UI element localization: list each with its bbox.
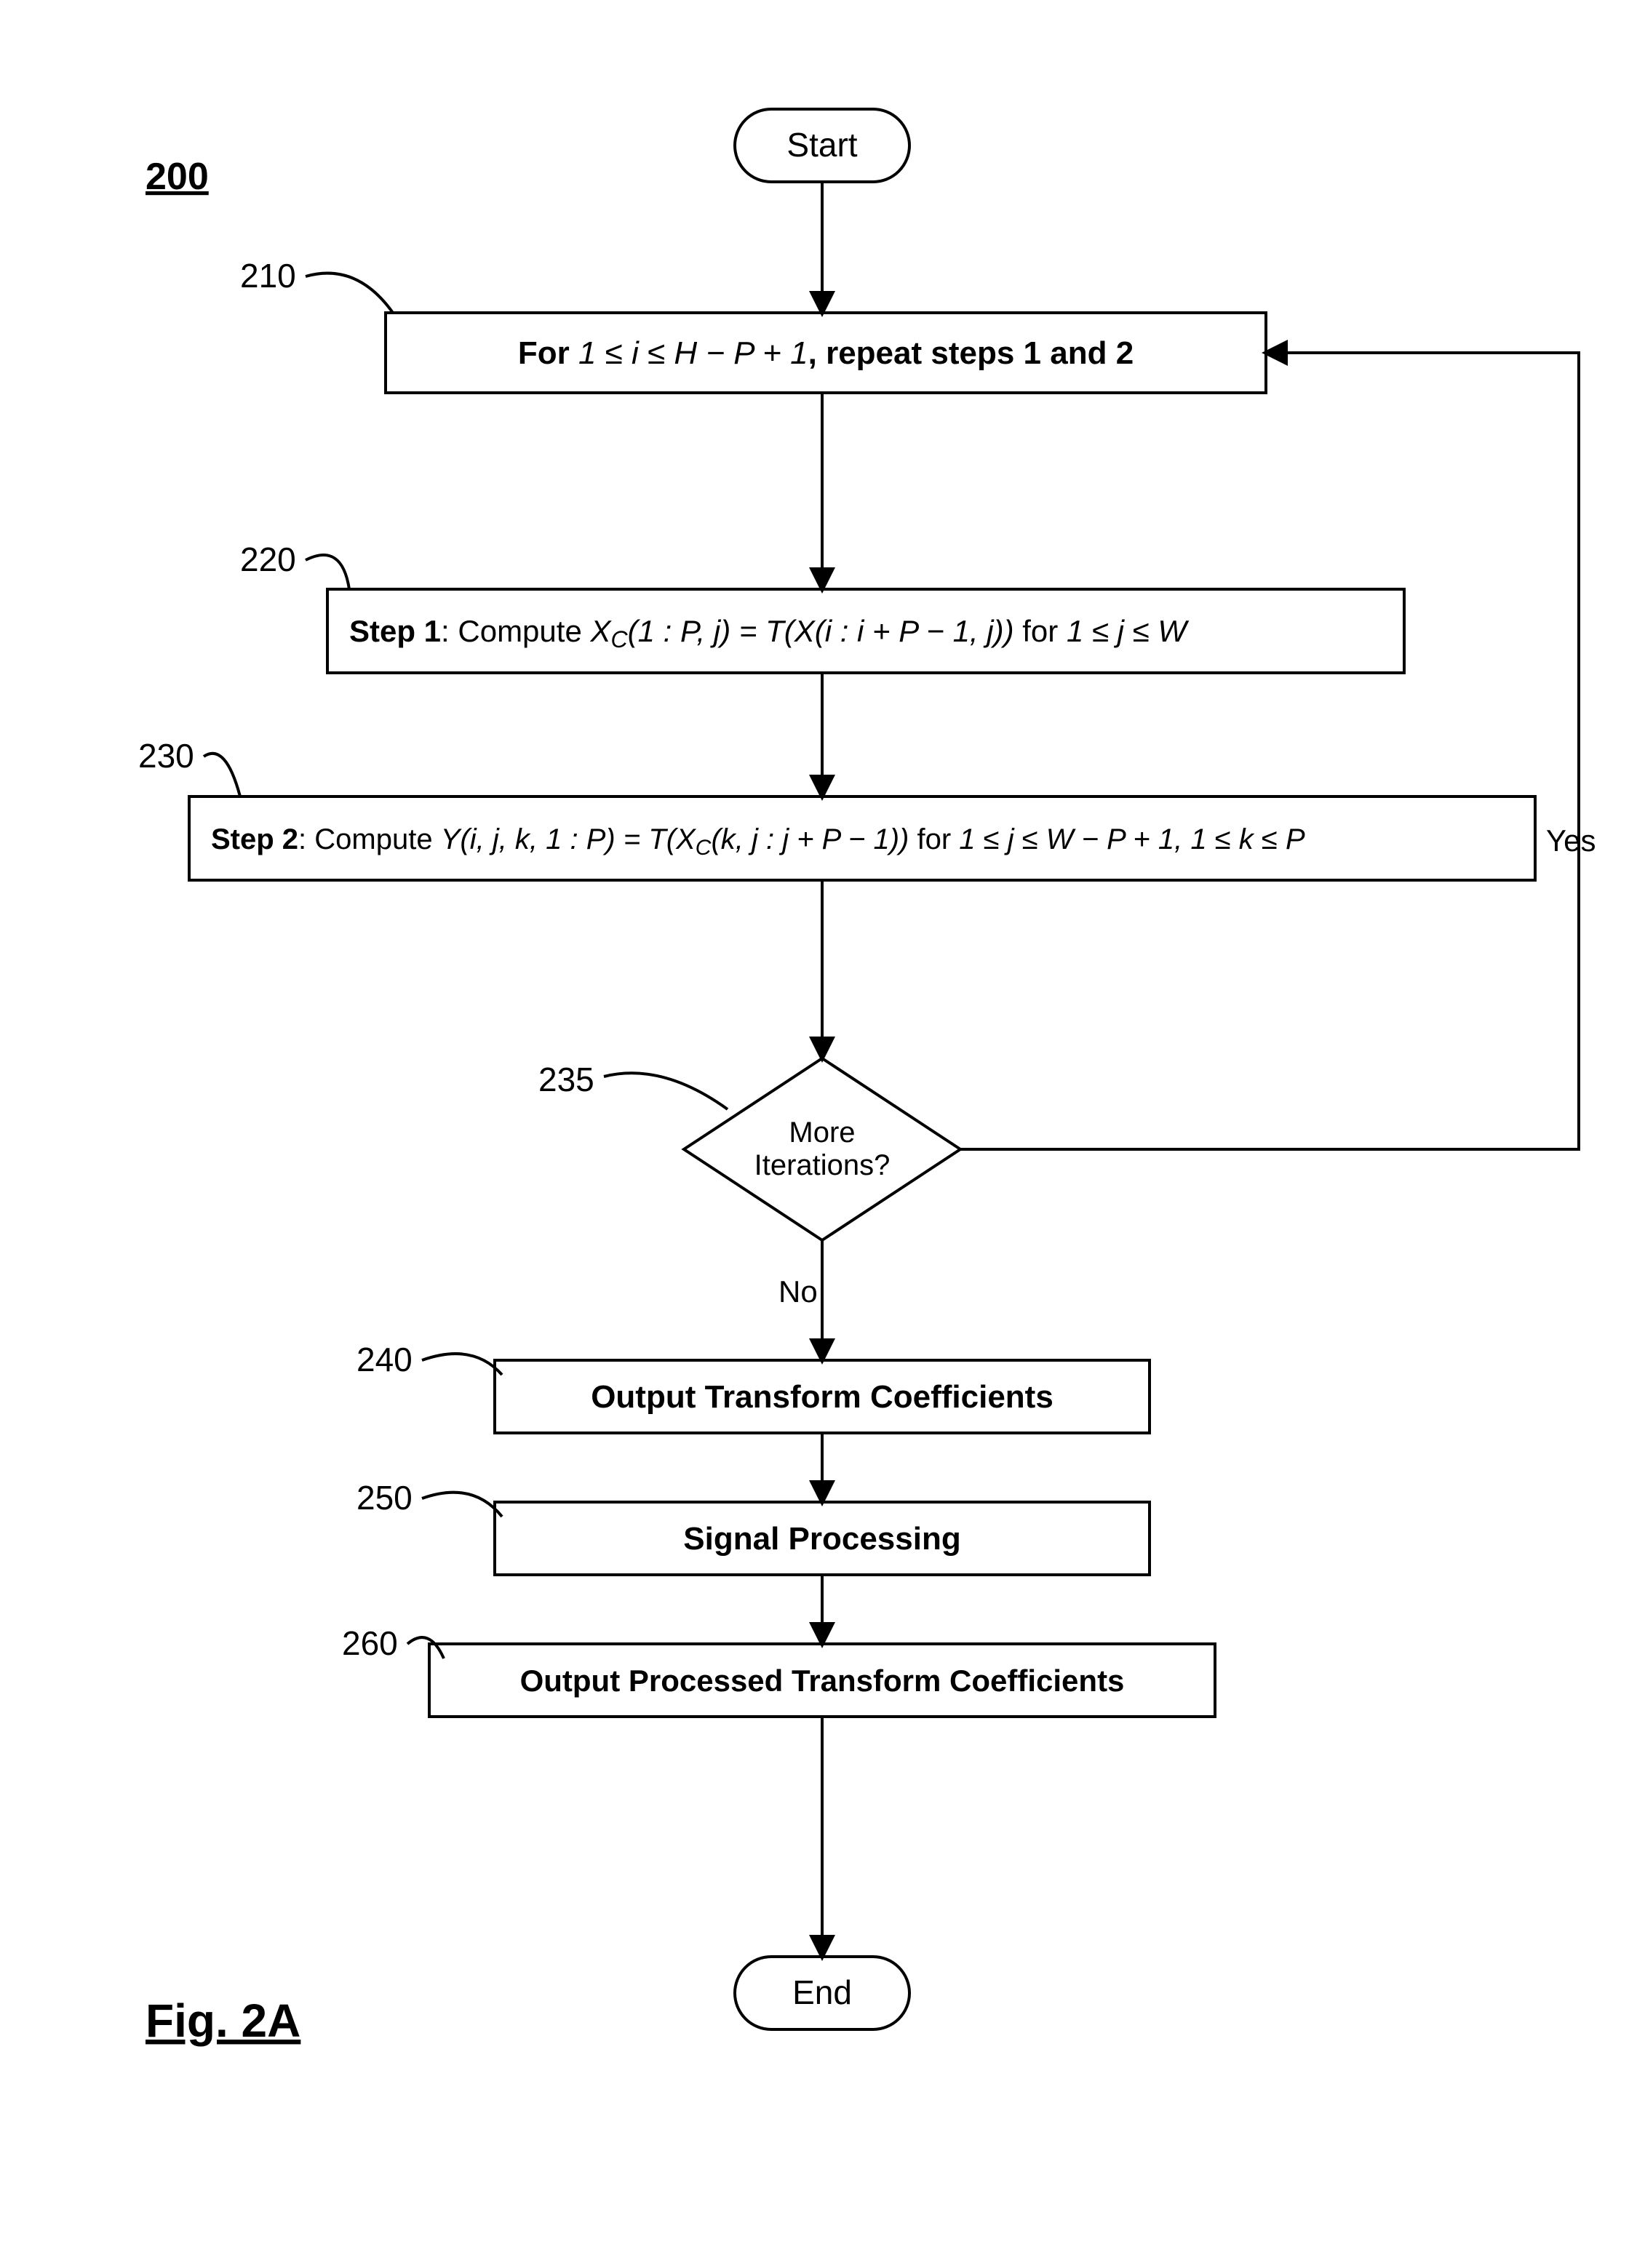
callout-220: 220	[240, 540, 349, 589]
step2-box: Step 2: Compute Y(i, j, k, 1 : P) = T(XC…	[189, 796, 1535, 880]
output-coeff-box: Output Transform Coefficients	[495, 1360, 1150, 1433]
output-processed-box: Output Processed Transform Coefficients	[429, 1644, 1215, 1717]
svg-text:210: 210	[240, 257, 296, 295]
svg-text:Signal Processing: Signal Processing	[683, 1521, 960, 1557]
no-label: No	[778, 1274, 818, 1309]
decision-node: More Iterations?	[684, 1058, 960, 1240]
yes-label: Yes	[1546, 823, 1596, 858]
svg-text:Output Processed Transform Coe: Output Processed Transform Coefficients	[520, 1664, 1125, 1698]
callout-240: 240	[357, 1341, 502, 1378]
svg-text:220: 220	[240, 540, 296, 578]
signal-processing-box: Signal Processing	[495, 1502, 1150, 1575]
svg-text:260: 260	[342, 1624, 398, 1662]
start-node: Start	[735, 109, 909, 182]
svg-text:End: End	[792, 1973, 852, 2011]
svg-text:Output Transform Coefficients: Output Transform Coefficients	[591, 1379, 1053, 1415]
svg-text:Start: Start	[786, 126, 857, 164]
edge-loop	[960, 353, 1579, 1149]
step1-box: Step 1: Compute XC(1 : P, j) = T(X(i : i…	[327, 589, 1404, 673]
end-node: End	[735, 1957, 909, 2029]
svg-text:Step 1: Compute XC(1 : P, j): Step 1: Compute XC(1 : P, j) = T(X(i : i…	[349, 614, 1189, 652]
svg-text:Iterations?: Iterations?	[754, 1149, 891, 1181]
svg-text:For 1 ≤ i ≤ H − P + 1, repeat: For 1 ≤ i ≤ H − P + 1, repeat steps 1 an…	[518, 335, 1134, 371]
svg-text:230: 230	[138, 737, 194, 775]
svg-text:More: More	[789, 1117, 855, 1149]
svg-text:Step 2: Compute Y(i, j, k, 1: Step 2: Compute Y(i, j, k, 1 : P) = T(XC…	[211, 823, 1305, 860]
svg-text:250: 250	[357, 1479, 413, 1517]
callout-235: 235	[538, 1061, 728, 1109]
flowchart: 200 Fig. 2A Start For 1 ≤ i ≤ H − P + 1,…	[0, 0, 1645, 2268]
svg-text:235: 235	[538, 1061, 594, 1098]
diagram-number: 200	[146, 156, 209, 198]
callout-230: 230	[138, 737, 240, 796]
svg-text:240: 240	[357, 1341, 413, 1378]
figure-label: Fig. 2A	[146, 1995, 300, 2047]
callout-210: 210	[240, 257, 393, 313]
callout-250: 250	[357, 1479, 502, 1517]
loop-box: For 1 ≤ i ≤ H − P + 1, repeat steps 1 an…	[386, 313, 1266, 393]
